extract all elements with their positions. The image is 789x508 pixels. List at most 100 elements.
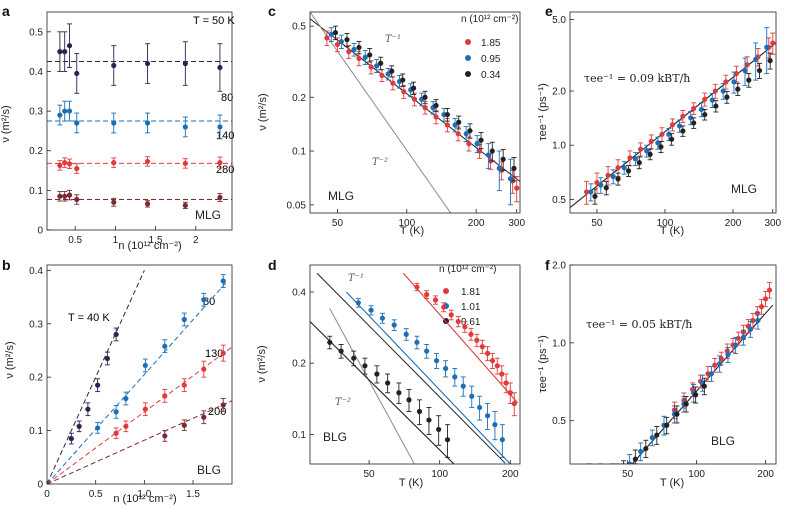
corner-label-a: MLG xyxy=(195,208,221,222)
data-point-d xyxy=(494,363,500,369)
y-tick-label-b: 0.4 xyxy=(29,266,43,277)
plot-a: 0.5 1 1.5 2 0 0.1 0.2 0.3 0.4 0.5 xyxy=(29,11,233,246)
data-point-e xyxy=(659,131,665,137)
series-c-2 xyxy=(332,25,517,182)
corner-label-b: BLG xyxy=(197,463,221,477)
data-point-e xyxy=(731,79,737,85)
data-point-c xyxy=(351,46,357,53)
data-point-c xyxy=(444,111,450,118)
data-point-b xyxy=(220,402,226,408)
panel-label-a: a xyxy=(2,3,10,19)
panel-c: c MLG T (K) ν (m²/s) n (10¹² cm⁻²) 1.85 … xyxy=(257,3,519,237)
data-point-f xyxy=(615,475,620,480)
data-point-e xyxy=(636,160,642,166)
x-tick-label-b: 1.0 xyxy=(137,489,151,500)
y-tick-label-b: 0.3 xyxy=(29,319,43,330)
data-point-a xyxy=(57,49,63,55)
data-point-d xyxy=(391,322,397,328)
data-point-d xyxy=(460,383,466,389)
data-point-e xyxy=(592,193,598,199)
data-point-b xyxy=(162,343,168,349)
data-point-c xyxy=(478,137,484,143)
y-tick-label-d: 0.1 xyxy=(292,430,306,441)
frame-b xyxy=(46,264,233,485)
data-point-d xyxy=(362,363,368,369)
x-axis-label-d: T (K) xyxy=(399,477,423,489)
x-tick-label-c: 100 xyxy=(398,218,415,229)
data-point-e xyxy=(702,96,708,102)
fit-equation-f: τee⁻¹ = 0.05 kBT/ħ xyxy=(586,318,692,331)
data-point-f xyxy=(610,479,615,484)
x-axis-label-a: n (10¹² cm⁻²) xyxy=(118,240,181,252)
data-point-b xyxy=(201,414,207,420)
data-point-e xyxy=(744,62,750,68)
series-label-a-280: 280 xyxy=(216,164,234,176)
legend-label-d-3: 0.61 xyxy=(461,317,481,328)
panel-label-d: d xyxy=(268,257,277,273)
series-b-1 xyxy=(47,274,228,484)
data-point-a xyxy=(62,108,68,114)
plot-area-e xyxy=(570,27,776,209)
data-point-d xyxy=(424,291,430,298)
data-point-c xyxy=(452,122,458,128)
fit-line-d-0 xyxy=(402,272,519,404)
data-point-e xyxy=(625,168,632,174)
fit-line-b-0 xyxy=(47,270,145,484)
data-point-f xyxy=(638,448,644,455)
data-point-c xyxy=(433,102,439,109)
legend-label-d-1: 1.81 xyxy=(461,287,481,298)
data-point-e xyxy=(669,136,675,142)
panel-d: d BLG T (K) ν (m²/s) n (10¹² cm⁻²) 1.81 … xyxy=(256,257,497,489)
data-point-e xyxy=(648,138,654,144)
series-b-3 xyxy=(47,398,232,484)
frame-a xyxy=(46,11,233,231)
data-point-a xyxy=(74,165,80,172)
data-point-a xyxy=(74,70,80,77)
data-point-d xyxy=(452,374,458,380)
corner-label-c: MLG xyxy=(328,189,354,203)
data-point-e xyxy=(615,165,621,171)
data-point-e xyxy=(658,144,664,150)
data-point-b xyxy=(181,382,187,388)
data-point-a xyxy=(217,160,223,166)
y-tick-label-e: 0.5 xyxy=(552,195,566,206)
frame-d xyxy=(309,264,521,465)
frame-e xyxy=(569,11,777,214)
data-point-e xyxy=(720,88,726,94)
data-point-d xyxy=(455,318,461,325)
x-tick-label-a: 2 xyxy=(193,235,199,246)
frame-f xyxy=(569,264,777,465)
legend-label-c-2: 0.95 xyxy=(481,54,501,65)
data-point-c xyxy=(390,80,396,86)
data-point-d xyxy=(351,355,357,361)
data-point-c xyxy=(463,131,469,137)
data-point-a xyxy=(62,49,68,55)
x-tick-label-a: 1 xyxy=(113,235,119,246)
x-tick-label-e: 50 xyxy=(591,218,603,229)
data-point-c xyxy=(496,165,502,171)
data-point-f xyxy=(649,435,655,441)
data-point-f xyxy=(717,361,723,367)
y-tick-label-c: 0.05 xyxy=(287,200,307,211)
data-point-a xyxy=(74,120,80,126)
data-point-a xyxy=(66,108,73,114)
data-point-d xyxy=(474,337,480,343)
x-tick-label-e: 200 xyxy=(725,218,742,229)
y-tick-label-d: 0.4 xyxy=(292,287,306,298)
x-tick-label-b: 1.5 xyxy=(186,489,200,500)
series-b-0 xyxy=(47,270,145,484)
data-point-c xyxy=(401,89,407,95)
data-point-a xyxy=(144,120,151,126)
panel-label-b: b xyxy=(2,257,11,273)
data-point-a xyxy=(74,196,80,203)
data-point-b xyxy=(113,430,119,436)
data-point-d xyxy=(462,324,468,330)
data-point-c xyxy=(328,31,334,37)
guide-label-d-T1: T⁻¹ xyxy=(348,273,364,284)
y-tick-label-b: 0.2 xyxy=(29,373,43,384)
data-point-f xyxy=(733,342,739,348)
data-point-a xyxy=(57,193,63,199)
fit-equation-e: τee⁻¹ = 0.09 kBT/ħ xyxy=(584,72,690,85)
legend-title-d: n (10¹² cm⁻²) xyxy=(439,264,497,275)
guide-line-d-1 xyxy=(329,308,415,464)
